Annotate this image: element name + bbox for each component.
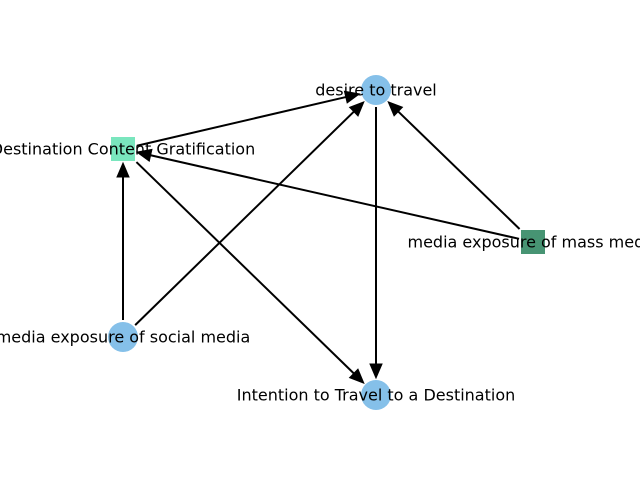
- arrowhead-icon: [348, 100, 365, 117]
- edge-desire-to-intention: [369, 107, 383, 380]
- node-label-mass: media exposure of mass media: [407, 233, 640, 252]
- edge-dcg-to-intention: [135, 161, 365, 385]
- node-social: [108, 322, 138, 352]
- arrowhead-icon: [348, 368, 365, 385]
- edge-dcg-to-desire: [136, 90, 361, 147]
- edges-layer: [116, 90, 521, 385]
- node-dcg: [111, 137, 135, 161]
- arrowhead-icon: [116, 161, 130, 178]
- node-desire: [361, 75, 391, 105]
- arrowhead-icon: [369, 363, 383, 380]
- nodes-layer: [108, 75, 545, 410]
- edge-social-to-desire: [134, 100, 365, 326]
- labels-layer: desire to travel Destination Content Grat…: [0, 81, 640, 405]
- edge-line: [150, 154, 520, 240]
- edge-line: [134, 110, 355, 326]
- edge-line: [136, 96, 347, 147]
- arrowhead-icon: [387, 100, 404, 117]
- edge-line: [397, 110, 521, 230]
- node-label-intention: Intention to Travel to a Destination: [237, 386, 516, 405]
- edge-mass-to-dcg: [135, 148, 520, 240]
- arrowhead-icon: [135, 148, 153, 162]
- node-mass: [521, 230, 545, 254]
- arrowhead-icon: [343, 90, 361, 104]
- node-label-desire: desire to travel: [315, 81, 437, 100]
- edge-mass-to-desire: [387, 100, 521, 230]
- node-intention: [361, 380, 391, 410]
- edge-social-to-dcg: [116, 161, 130, 320]
- node-label-social: media exposure of social media: [0, 328, 250, 347]
- node-label-dcg: Destination Content Gratification: [0, 140, 255, 159]
- edge-line: [135, 161, 355, 375]
